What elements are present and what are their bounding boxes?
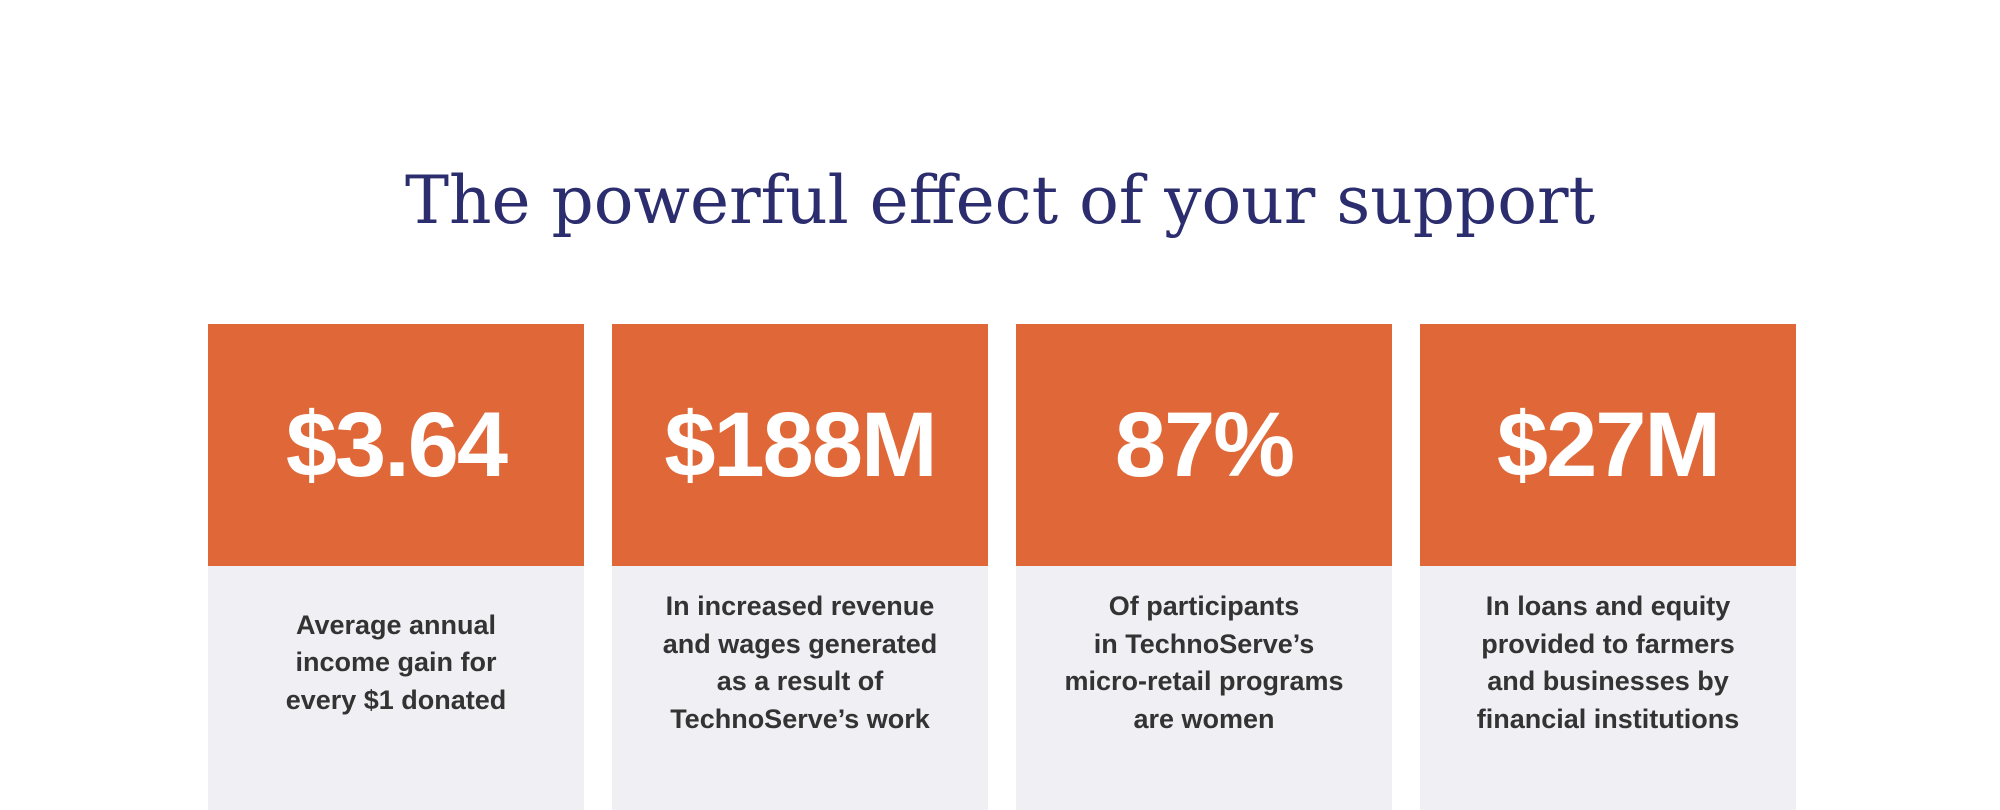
stat-card-income-gain: $3.64 Average annual income gain for eve… [208, 324, 584, 810]
stat-description-panel: In loans and equity provided to farmers … [1420, 566, 1796, 810]
stat-value: $3.64 [285, 393, 508, 496]
stat-card-women-participants: 87% Of participants in TechnoServe’s mic… [1016, 324, 1392, 810]
page-title: The powerful effect of your support [404, 162, 1596, 239]
stat-description: Of participants in TechnoServe’s micro-r… [1064, 591, 1344, 734]
stats-cards: $3.64 Average annual income gain for eve… [208, 324, 1796, 810]
stat-description-panel: Average annual income gain for every $1 … [208, 566, 584, 810]
stat-value: $188M [664, 393, 937, 496]
stat-value-panel: 87% [1016, 324, 1392, 566]
stat-description: In increased revenue and wages generated… [662, 591, 938, 734]
stat-description: Average annual income gain for every $1 … [285, 609, 507, 715]
stat-description-panel: In increased revenue and wages generated… [612, 566, 988, 810]
stat-value: 87% [1114, 393, 1295, 496]
stat-value: $27M [1496, 393, 1721, 496]
stat-value-panel: $27M [1420, 324, 1796, 566]
stat-card-loans-equity: $27M In loans and equity provided to far… [1420, 324, 1796, 810]
stat-description-panel: Of participants in TechnoServe’s micro-r… [1016, 566, 1392, 810]
stat-card-revenue: $188M In increased revenue and wages gen… [612, 324, 988, 810]
stat-value-panel: $3.64 [208, 324, 584, 566]
stat-value-panel: $188M [612, 324, 988, 566]
stat-description: In loans and equity provided to farmers … [1476, 591, 1740, 734]
